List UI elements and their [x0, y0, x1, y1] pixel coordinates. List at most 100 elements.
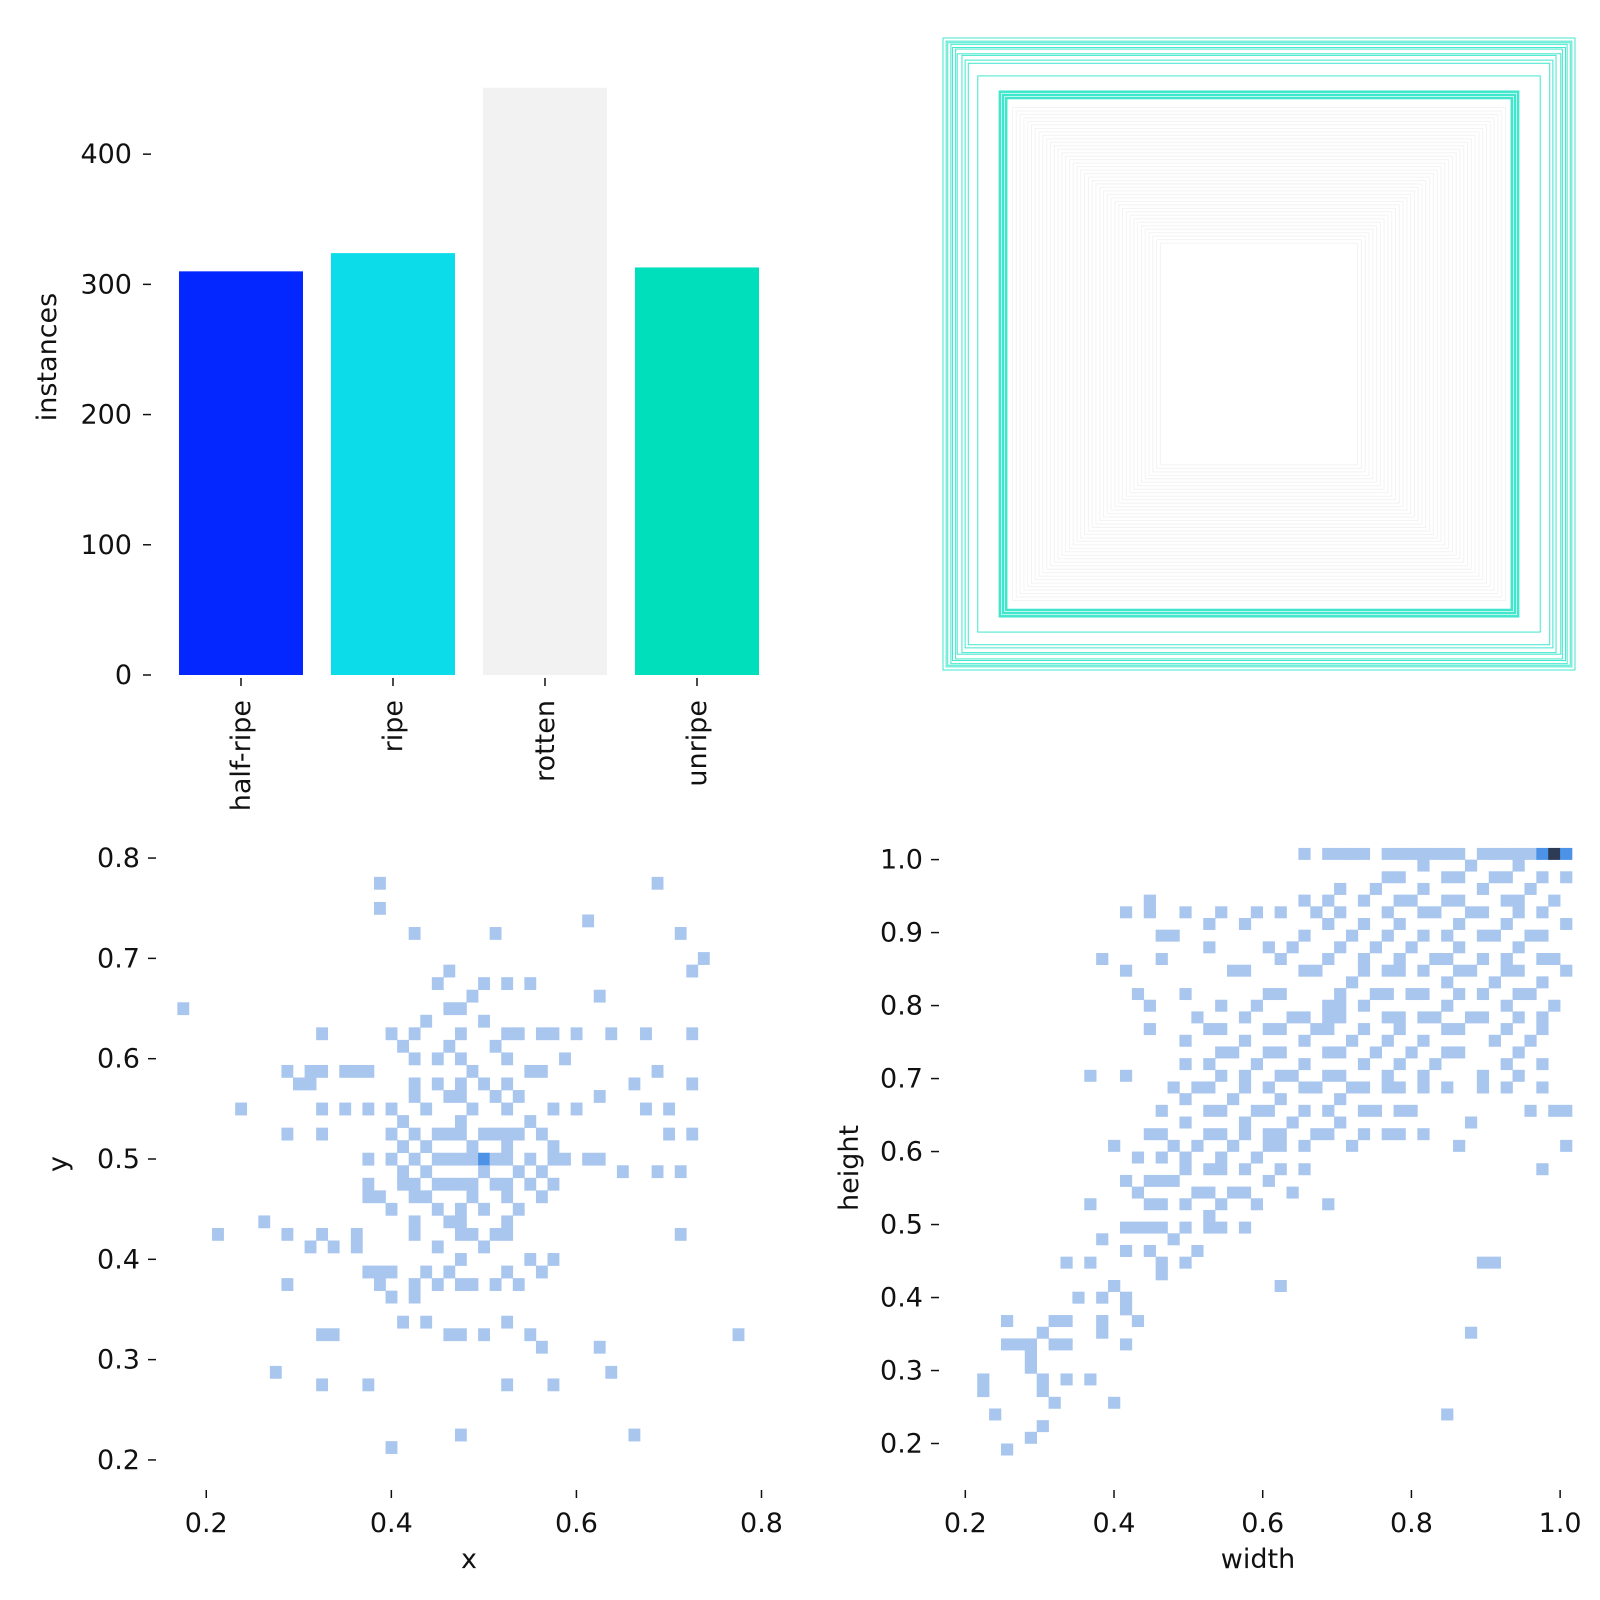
heatmap-cell: [1524, 929, 1537, 942]
heatmap-cell: [1203, 1163, 1216, 1176]
x-axis-ticks: 0.2 0.4 0.6 0.8 1.0: [944, 1490, 1582, 1539]
heatmap-cell: [1381, 1069, 1394, 1082]
y-tick-label: 300: [80, 269, 132, 300]
x-axis-ticks: half-ripe ripe rotten unripe: [226, 678, 713, 811]
heatmap-cell: [1441, 929, 1454, 942]
heatmap-cell: [1488, 929, 1501, 942]
heatmap-cell: [1310, 1023, 1323, 1036]
heatmap-cell: [362, 1064, 375, 1078]
y-tick-label: 0.9: [880, 918, 923, 949]
heatmap-cell: [1369, 882, 1382, 895]
heatmap-cell: [316, 1102, 329, 1116]
heatmap-cell: [350, 1064, 363, 1078]
faint-box: [1061, 152, 1457, 556]
heatmap-cell: [1441, 1046, 1454, 1059]
heatmap-cell: [397, 1140, 409, 1154]
heatmap-cell: [1334, 847, 1347, 860]
heatmap-cell: [1215, 1198, 1228, 1211]
heatmap-cell: [316, 1064, 329, 1078]
heatmap-cell: [397, 1165, 409, 1179]
heatmap-cell: [466, 1152, 479, 1166]
heatmap-cell: [1143, 1128, 1156, 1141]
heatmap-cell: [1155, 953, 1168, 966]
heatmap-cell: [1334, 988, 1347, 1001]
heatmap-cell: [443, 1090, 456, 1103]
faint-box: [1057, 148, 1461, 560]
faint-box: [1144, 228, 1374, 480]
heatmap-cell: [1000, 1315, 1014, 1328]
heatmap-cell: [1227, 1046, 1240, 1059]
heatmap-cell: [489, 927, 502, 940]
heatmap-cell: [1298, 1081, 1311, 1094]
faint-box: [1046, 138, 1472, 570]
heatmap-cell: [1084, 1373, 1097, 1386]
faint-box: [1042, 134, 1476, 574]
heatmap-cell: [1393, 1058, 1406, 1071]
heatmap-cell: [385, 1441, 398, 1454]
heatmap-cell: [1417, 1081, 1430, 1094]
heatmap-cell: [454, 1278, 467, 1291]
bounding-box: [950, 43, 1568, 665]
heatmap-cell: [1500, 964, 1513, 977]
heatmap-cell: [454, 1328, 467, 1342]
x-tick-label: 0.6: [1241, 1508, 1284, 1539]
heatmap-cell: [1500, 999, 1513, 1012]
heatmap-cell: [1369, 1104, 1382, 1117]
heatmap-cell: [1441, 999, 1454, 1012]
heatmap-cell: [1476, 1256, 1490, 1269]
heatmap-cell: [559, 1052, 571, 1066]
heatmap-cell: [1345, 1081, 1359, 1094]
heatmap-cell: [350, 1240, 363, 1254]
heatmap-cell: [454, 1152, 467, 1166]
heatmap-cell: [1464, 1326, 1478, 1339]
heatmap-cell: [1381, 1034, 1394, 1047]
heatmap-cell: [443, 1039, 456, 1053]
heatmap-cell: [559, 1152, 571, 1166]
heatmap-cell: [1417, 1069, 1430, 1082]
heatmap-cell: [1405, 988, 1418, 1001]
heatmap-cell: [1334, 882, 1347, 895]
heatmap-cell: [1512, 964, 1525, 977]
heatmap-cell: [408, 1227, 421, 1241]
heatmap-cell: [1155, 1104, 1168, 1117]
heatmap-cell: [316, 1227, 329, 1241]
heatmap-cell: [408, 1090, 421, 1103]
heatmap-cell: [1274, 1128, 1287, 1141]
heatmap-cell: [1322, 1104, 1335, 1117]
faint-box: [1148, 232, 1370, 476]
heatmap-cell: [408, 1077, 421, 1091]
heatmap-cell: [1345, 929, 1359, 942]
heatmap-cell: [431, 1240, 444, 1254]
heatmap-cell: [1405, 1046, 1418, 1059]
heatmap-cell: [1429, 953, 1442, 966]
heatmap-cell: [1155, 1268, 1168, 1281]
heatmap-cell: [1393, 953, 1406, 966]
bounding-box: [967, 62, 1551, 646]
y-tick-label: 0: [115, 660, 132, 691]
bounding-box: [964, 59, 1554, 649]
heatmap-cell: [1143, 1244, 1156, 1257]
heatmap-cell: [593, 1152, 606, 1166]
heatmap-cell: [1119, 1174, 1133, 1187]
heatmap-cell: [478, 1077, 490, 1091]
heatmap-cell: [1536, 929, 1549, 942]
heatmap-cell: [1048, 1338, 1061, 1351]
heatmap-cell: [1096, 953, 1109, 966]
heatmap-cell: [1441, 1081, 1454, 1094]
heatmap-cell: [1155, 1151, 1168, 1164]
heatmap-cell: [1131, 988, 1145, 1001]
heatmap-cell: [1536, 976, 1549, 989]
heatmap-cell: [1274, 1093, 1287, 1106]
heatmap-cell: [1357, 847, 1371, 860]
heatmap-cell: [1191, 1186, 1204, 1199]
heatmap-cell: [1453, 1046, 1466, 1059]
x-axis-label: width: [1221, 1544, 1295, 1575]
heatmap-cell: [582, 1152, 595, 1166]
bar-rotten: [483, 87, 607, 676]
heatmap-cell: [443, 1215, 456, 1229]
heatmap-cell: [1381, 871, 1394, 884]
heatmap-cell: [1441, 1023, 1454, 1036]
y-axis-label: height: [834, 1125, 865, 1211]
heatmap-cell: [1453, 964, 1466, 977]
y-tick-label: 0.3: [97, 1345, 140, 1376]
